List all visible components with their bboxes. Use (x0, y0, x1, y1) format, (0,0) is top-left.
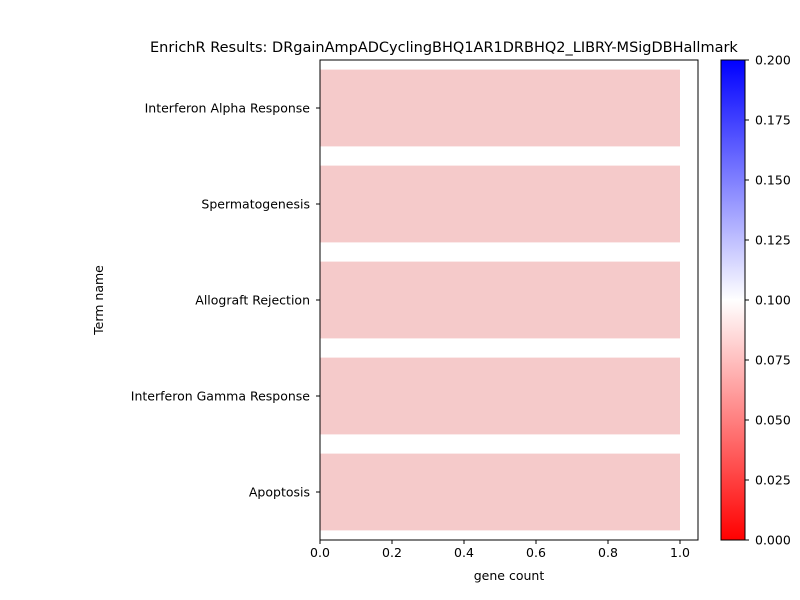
bar (320, 453, 680, 531)
colorbar-tick-label: 0.150 (755, 173, 791, 188)
x-tick-label: 0.2 (382, 545, 402, 560)
y-tick-marks (316, 107, 320, 493)
colorbar-tick-label: 0.100 (755, 293, 791, 308)
colorbar-tick-label: 0.175 (755, 113, 791, 128)
bars-group (320, 69, 680, 531)
plot-frame (319, 59, 699, 541)
x-tick-label: 0.4 (454, 545, 474, 560)
x-tick-label: 0.6 (526, 545, 546, 560)
y-tick-label: Spermatogenesis (201, 197, 310, 212)
x-tick-label: 0.0 (310, 545, 330, 560)
colorbar-tick-label: 0.025 (755, 473, 791, 488)
x-tick-label: 1.0 (670, 545, 690, 560)
bar (320, 69, 680, 147)
y-tick-label: Apoptosis (249, 485, 310, 500)
chart-title: EnrichR Results: DRgainAmpADCyclingBHQ1A… (150, 40, 738, 56)
bar (320, 357, 680, 435)
colorbar-tick-label: 0.075 (755, 353, 791, 368)
y-tick-labels: Interferon Alpha Response Spermatogenesis… (131, 101, 311, 500)
colorbar-ticks-group: 0.000 0.025 0.050 0.075 0.100 0.125 0.150 0.175… (745, 53, 791, 548)
colorbar-tick-label: 0.200 (755, 53, 791, 68)
colorbar-tick-label: 0.000 (755, 533, 791, 548)
y-axis-label: Term name (91, 265, 106, 336)
colorbar-tick-label: 0.050 (755, 413, 791, 428)
colorbar-tick-label: 0.125 (755, 233, 791, 248)
y-tick-label: Interferon Gamma Response (131, 389, 311, 404)
colorbar (720, 59, 746, 541)
bar (320, 165, 680, 243)
x-axis-label: gene count (474, 568, 545, 583)
y-tick-label: Allograft Rejection (195, 293, 310, 308)
x-tick-label: 0.8 (598, 545, 618, 560)
bar (320, 261, 680, 339)
y-tick-label: Interferon Alpha Response (145, 101, 311, 116)
x-ticks-group: 0.0 0.2 0.4 0.6 0.8 1.0 (310, 540, 690, 560)
